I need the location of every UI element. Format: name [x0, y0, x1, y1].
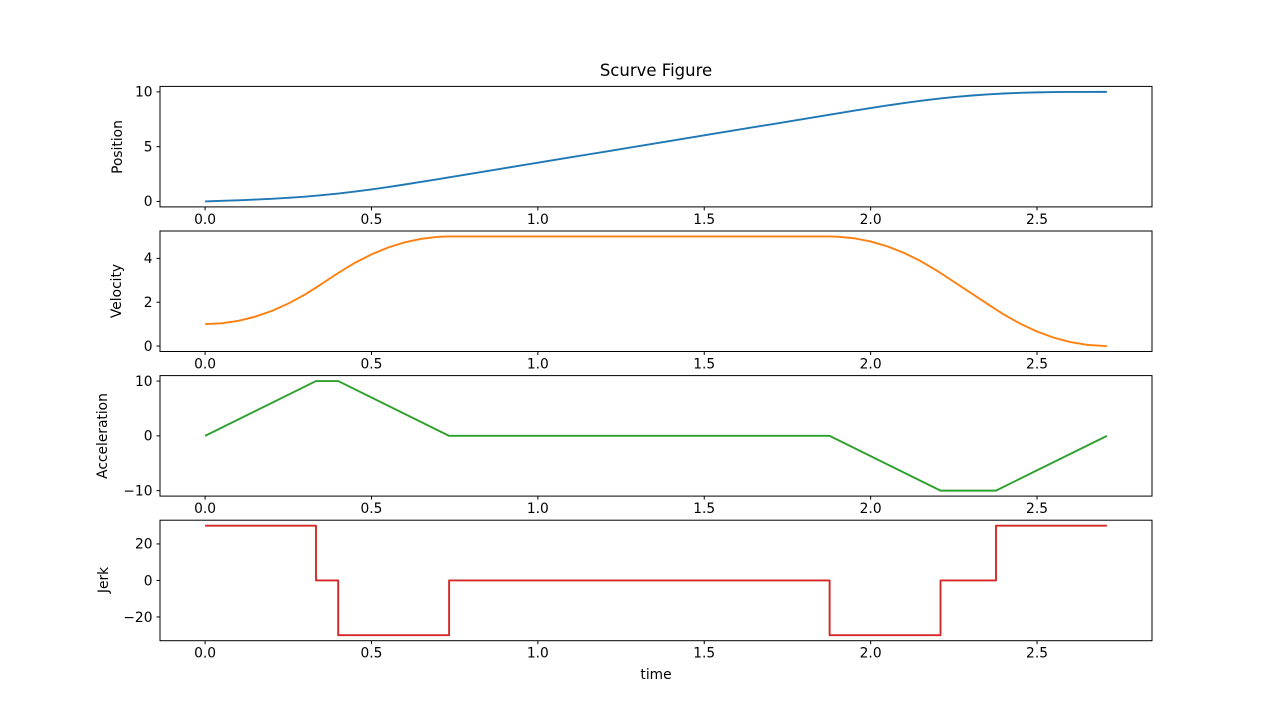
y-tick-label: 20 [135, 537, 153, 553]
x-tick-label: 0.5 [361, 501, 383, 517]
x-tick-label: 0.5 [361, 646, 383, 662]
y-tick-label: 0 [144, 194, 153, 210]
x-tick-label: 0.0 [194, 212, 216, 228]
y-axis-label-jerk: Jerk [96, 566, 112, 594]
y-tick-label: 5 [144, 139, 153, 155]
x-tick-label: 2.0 [860, 212, 882, 228]
velocity-axes-border [159, 230, 1153, 352]
x-tick-label: 1.0 [527, 501, 549, 517]
x-tick-label: 1.0 [527, 646, 549, 662]
x-tick-label: 1.5 [693, 212, 715, 228]
x-tick-label: 0.0 [194, 646, 216, 662]
x-tick-label: 0.5 [361, 212, 383, 228]
x-tick-label: 2.5 [1026, 646, 1048, 662]
x-tick-label: 2.0 [860, 646, 882, 662]
x-tick-label: 1.5 [693, 501, 715, 517]
x-tick-label: 0.5 [361, 357, 383, 373]
x-tick-label: 1.5 [693, 646, 715, 662]
y-tick-label: 0 [144, 339, 153, 355]
x-tick-label: 2.5 [1026, 501, 1048, 517]
y-tick-label: −20 [123, 610, 152, 626]
velocity-curve [205, 235, 1107, 347]
y-tick-label: 10 [135, 374, 153, 390]
y-tick-label: 10 [135, 85, 153, 101]
position-axes-border [159, 85, 1153, 208]
y-tick-label: 2 [144, 295, 153, 311]
x-tick-label: 2.0 [860, 357, 882, 373]
acceleration-axes-border [159, 375, 1153, 497]
y-axis-label-acceleration: Acceleration [95, 393, 111, 479]
x-tick-label: 1.5 [693, 357, 715, 373]
position-curve [205, 90, 1107, 203]
y-axis-label-position: Position [110, 120, 126, 174]
x-tick-label: 1.0 [527, 212, 549, 228]
x-tick-label: 2.0 [860, 501, 882, 517]
x-tick-label: 1.0 [527, 357, 549, 373]
y-tick-label: 0 [144, 429, 153, 445]
figure-title: Scurve Figure [599, 61, 713, 80]
acceleration-curve [204, 380, 1108, 492]
jerk-axes-border [159, 519, 1153, 642]
x-tick-label: 2.5 [1026, 357, 1048, 373]
y-tick-label: 4 [144, 251, 153, 267]
y-tick-label: −10 [123, 483, 152, 499]
y-tick-label: 0 [144, 573, 153, 589]
x-tick-label: 0.0 [194, 357, 216, 373]
jerk-curve [205, 524, 1107, 637]
x-tick-label: 2.5 [1026, 212, 1048, 228]
x-tick-label: 0.0 [194, 501, 216, 517]
y-axis-label-velocity: Velocity [109, 263, 125, 319]
x-axis-label: time [640, 667, 672, 683]
